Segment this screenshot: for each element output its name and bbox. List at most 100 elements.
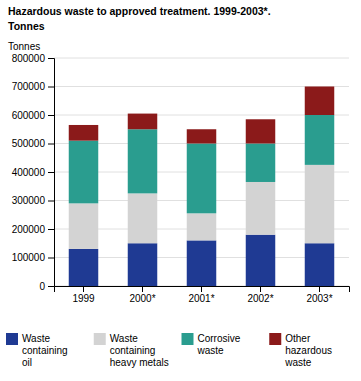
legend-swatch bbox=[94, 333, 106, 345]
bar bbox=[69, 249, 99, 286]
legend-label-line: containing bbox=[22, 345, 68, 356]
tick-label: 1999 bbox=[72, 293, 95, 304]
title: Hazardous waste to approved treatment. 1… bbox=[8, 5, 271, 17]
tick: 2001* bbox=[188, 286, 214, 304]
axis-line bbox=[55, 287, 350, 293]
tick: 500000 bbox=[12, 138, 54, 149]
tick-label: 400000 bbox=[12, 167, 46, 178]
axis-line bbox=[48, 59, 55, 287]
bar bbox=[128, 193, 158, 243]
bar bbox=[305, 87, 335, 116]
legend-label-line: Waste bbox=[110, 333, 138, 344]
tick-label: 200000 bbox=[12, 224, 46, 235]
tick-label: 800000 bbox=[12, 53, 46, 64]
tick-mark bbox=[48, 115, 54, 116]
tick-label: 600000 bbox=[12, 110, 46, 121]
tick-mark bbox=[48, 144, 54, 145]
tick-label: 2000* bbox=[129, 293, 155, 304]
bar bbox=[187, 144, 217, 214]
tick-mark bbox=[319, 286, 320, 292]
tick-label: 700000 bbox=[12, 81, 46, 92]
bar bbox=[128, 114, 158, 130]
tick-mark bbox=[48, 286, 54, 287]
y-axis: 0 100000 200000 300000 400000 500000 600000 700… bbox=[12, 53, 55, 292]
tick-mark bbox=[48, 258, 54, 259]
tick-mark bbox=[260, 286, 261, 292]
chart: Hazardous waste to approved treatment. 1… bbox=[0, 0, 361, 381]
legend-label-line: oil bbox=[22, 357, 32, 368]
bar bbox=[246, 144, 276, 182]
tick: 800000 bbox=[12, 53, 54, 64]
tick: 600000 bbox=[12, 110, 54, 121]
legend-label-line: Other bbox=[285, 333, 311, 344]
legend-label: Wastecontainingoil bbox=[22, 333, 68, 368]
legend-item: Wastecontainingheavy metals bbox=[94, 333, 169, 368]
tick: 200000 bbox=[12, 224, 54, 235]
tick-mark bbox=[48, 172, 54, 173]
tick-label: 300000 bbox=[12, 195, 46, 206]
legend-item: Corrosivewaste bbox=[182, 333, 241, 356]
tick: 100000 bbox=[12, 252, 54, 263]
tick-label: 2002* bbox=[247, 293, 273, 304]
tick-mark bbox=[48, 201, 54, 202]
bar bbox=[187, 240, 217, 286]
bars bbox=[69, 87, 335, 287]
y-axis-label: Tonnes bbox=[8, 41, 40, 52]
tick-mark bbox=[48, 87, 54, 88]
legend-swatch bbox=[269, 333, 281, 345]
tick: 0 bbox=[39, 281, 54, 292]
bar bbox=[128, 243, 158, 286]
tick-mark bbox=[48, 58, 54, 59]
legend-label: Wastecontainingheavy metals bbox=[110, 333, 169, 368]
legend-item: Otherhazardouswaste bbox=[269, 333, 332, 368]
legend-label-line: hazardous bbox=[285, 345, 332, 356]
tick-mark bbox=[83, 286, 84, 292]
bar bbox=[246, 119, 276, 143]
bar bbox=[246, 182, 276, 235]
legend-label: Corrosivewaste bbox=[197, 333, 241, 356]
subtitle: Tonnes bbox=[8, 20, 45, 32]
legend-label-line: Waste bbox=[22, 333, 50, 344]
bar bbox=[305, 243, 335, 286]
series bbox=[69, 235, 335, 286]
legend-label-line: waste bbox=[197, 345, 225, 356]
legend-label-line: Corrosive bbox=[198, 333, 241, 344]
tick: 700000 bbox=[12, 81, 54, 92]
bar bbox=[128, 129, 158, 193]
x-axis: 1999 2000* 2001* 2002* 2003* bbox=[55, 286, 350, 304]
tick: 1999 bbox=[72, 286, 95, 304]
series bbox=[69, 87, 335, 144]
legend-swatch bbox=[182, 333, 194, 345]
legend-label-line: waste bbox=[284, 357, 312, 368]
bar bbox=[69, 203, 99, 249]
tick-label: 100000 bbox=[12, 252, 46, 263]
legend-item: Wastecontainingoil bbox=[6, 333, 68, 368]
grid bbox=[54, 58, 349, 286]
tick: 2003* bbox=[306, 286, 332, 304]
bar bbox=[187, 213, 217, 240]
tick-mark bbox=[201, 286, 202, 292]
tick: 2000* bbox=[129, 286, 155, 304]
bar bbox=[305, 115, 335, 165]
tick: 400000 bbox=[12, 167, 54, 178]
tick-mark bbox=[48, 229, 54, 230]
bar bbox=[246, 235, 276, 286]
tick: 300000 bbox=[12, 195, 54, 206]
series bbox=[69, 115, 335, 213]
tick-label: 2003* bbox=[306, 293, 332, 304]
legend-label: Otherhazardouswaste bbox=[284, 333, 332, 368]
tick-label: 500000 bbox=[12, 138, 46, 149]
tick-label: 0 bbox=[39, 281, 45, 292]
plot: 0 100000 200000 300000 400000 500000 600000 700… bbox=[12, 53, 350, 304]
legend-label-line: heavy metals bbox=[110, 357, 169, 368]
legend-swatch bbox=[6, 333, 18, 345]
bar bbox=[305, 165, 335, 243]
tick: 2002* bbox=[247, 286, 273, 304]
bar bbox=[69, 141, 99, 204]
bar bbox=[69, 125, 99, 141]
tick-label: 2001* bbox=[188, 293, 214, 304]
tick-mark bbox=[142, 286, 143, 292]
legend: WastecontainingoilWastecontainingheavy m… bbox=[6, 333, 332, 368]
grid-line bbox=[54, 58, 349, 59]
legend-label-line: containing bbox=[110, 345, 156, 356]
